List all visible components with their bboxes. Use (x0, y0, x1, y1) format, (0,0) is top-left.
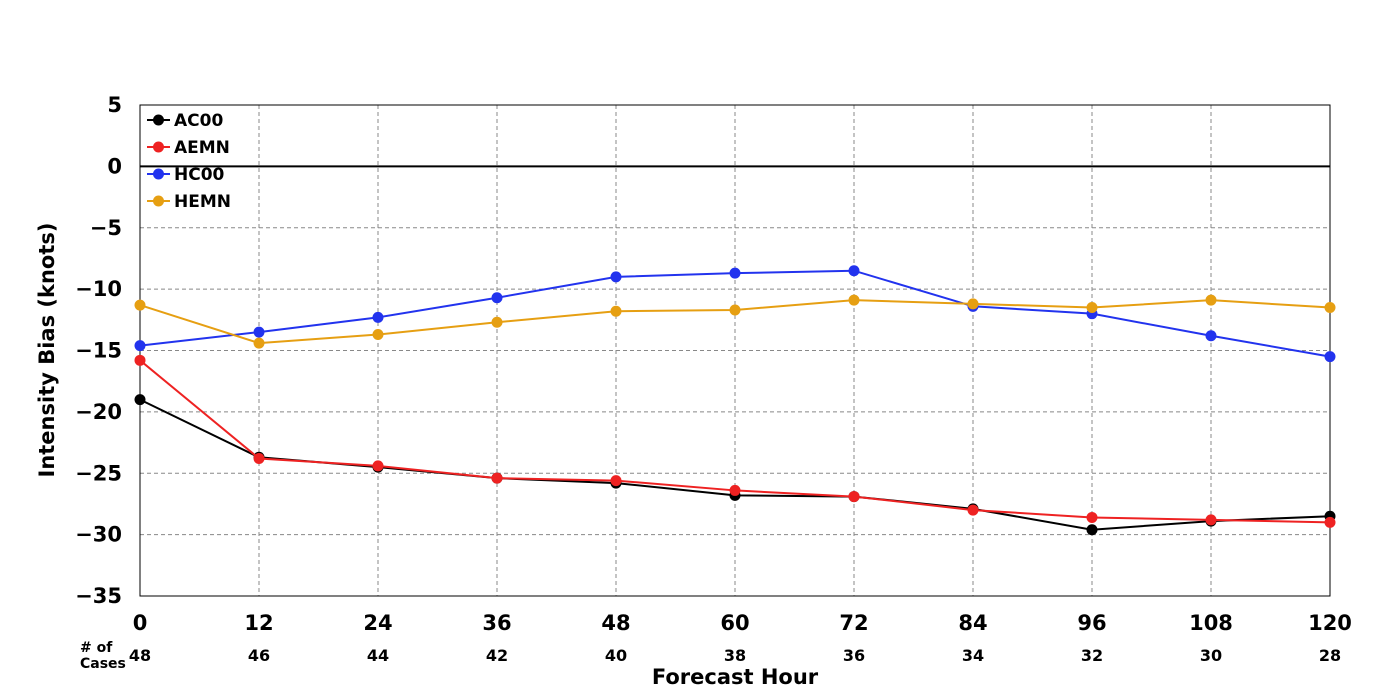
legend-item-hemn: HEMN (147, 192, 231, 212)
data-point-aemn-4 (610, 475, 622, 487)
data-point-hc00-1 (253, 326, 265, 338)
cases-label-line-2: Cases (80, 656, 126, 672)
legend-label-ac00: AC00 (174, 111, 223, 131)
x-tick-label-2: 24 (363, 611, 392, 635)
legend-label-hc00: HC00 (174, 165, 225, 185)
legend-label-hemn: HEMN (174, 192, 231, 212)
x-tick-label-0: 0 (133, 611, 148, 635)
case-count-0: 48 (129, 646, 151, 665)
data-point-aemn-6 (848, 491, 860, 503)
x-tick-labels: 0 12 24 36 48 60 72 84 96 108 120 (133, 611, 1352, 635)
case-count-5: 38 (724, 646, 746, 665)
case-counts: 48 46 44 42 40 38 36 34 32 30 28 (129, 646, 1341, 665)
data-point-hemn-2 (372, 329, 384, 341)
series-layer (134, 265, 1336, 536)
series-hemn (134, 294, 1336, 349)
case-count-9: 30 (1200, 646, 1222, 665)
data-point-hc00-6 (848, 265, 860, 277)
y-axis-title: Intensity Bias (knots) (35, 223, 59, 478)
x-tick-label-8: 96 (1077, 611, 1106, 635)
grid-lines (139, 104, 1331, 597)
series-aemn (134, 354, 1336, 528)
y-tick-label-8: −5 (90, 216, 122, 240)
data-point-aemn-2 (372, 460, 384, 472)
data-point-hemn-9 (1205, 294, 1217, 306)
data-point-aemn-5 (729, 484, 741, 496)
data-point-hc00-0 (134, 340, 146, 352)
legend-item-hc00: HC00 (147, 165, 225, 185)
legend-item-ac00: AC00 (147, 111, 223, 131)
x-axis-title: Forecast Hour (652, 665, 819, 689)
y-tick-label-7: −10 (75, 277, 122, 301)
data-point-aemn-8 (1086, 511, 1098, 523)
data-point-hemn-10 (1324, 302, 1336, 314)
y-tick-labels: 5 0 −35 −30 −25 −20 −15 −10 −5 (75, 93, 122, 608)
case-count-3: 42 (486, 646, 508, 665)
case-count-10: 28 (1319, 646, 1341, 665)
data-point-hemn-7 (967, 298, 979, 310)
y-tick-label-0: 5 (107, 93, 122, 117)
data-point-aemn-3 (491, 472, 503, 484)
y-tick-label-3: −30 (75, 523, 122, 547)
y-tick-label-5: −20 (75, 400, 122, 424)
x-tick-label-7: 84 (958, 611, 987, 635)
y-tick-label-4: −25 (75, 461, 122, 485)
y-tick-label-1: 0 (107, 154, 122, 178)
data-point-hemn-1 (253, 337, 265, 349)
data-point-hc00-10 (1324, 351, 1336, 363)
legend-marker-aemn (153, 141, 164, 153)
case-count-1: 46 (248, 646, 270, 665)
x-tick-label-6: 72 (839, 611, 868, 635)
data-point-ac00-0 (134, 394, 146, 406)
data-point-aemn-7 (967, 504, 979, 516)
legend-marker-hemn (153, 195, 164, 207)
data-point-hemn-4 (610, 305, 622, 317)
case-count-8: 32 (1081, 646, 1103, 665)
data-point-hc00-4 (610, 271, 622, 283)
x-tick-label-10: 120 (1308, 611, 1352, 635)
series-hc00 (134, 265, 1336, 363)
data-point-hemn-8 (1086, 302, 1098, 314)
legend-marker-hc00 (153, 168, 164, 180)
x-tick-label-5: 60 (720, 611, 749, 635)
x-tick-label-9: 108 (1189, 611, 1233, 635)
y-tick-label-2: −35 (75, 584, 122, 608)
case-count-4: 40 (605, 646, 627, 665)
legend-label-aemn: AEMN (174, 138, 230, 158)
data-point-aemn-1 (253, 453, 265, 465)
x-tick-label-4: 48 (601, 611, 630, 635)
data-point-hemn-0 (134, 299, 146, 311)
cases-label-line-1: # of (80, 640, 113, 656)
data-point-aemn-10 (1324, 516, 1336, 528)
case-count-2: 44 (367, 646, 389, 665)
data-point-ac00-8 (1086, 524, 1098, 536)
data-point-hc00-3 (491, 292, 503, 304)
data-point-hc00-9 (1205, 330, 1217, 342)
x-tick-label-3: 36 (482, 611, 511, 635)
legend-marker-ac00 (153, 114, 164, 126)
data-point-hemn-5 (729, 304, 741, 316)
data-point-hc00-5 (729, 267, 741, 279)
y-tick-label-6: −15 (75, 339, 122, 363)
data-point-aemn-0 (134, 354, 146, 366)
data-point-hc00-2 (372, 311, 384, 323)
legend-item-aemn: AEMN (147, 138, 230, 158)
case-count-6: 36 (843, 646, 865, 665)
legend: AC00 AEMN HC00 HEMN (147, 111, 231, 212)
x-tick-label-1: 12 (244, 611, 273, 635)
data-point-hemn-3 (491, 316, 503, 328)
data-point-hemn-6 (848, 294, 860, 306)
data-point-aemn-9 (1205, 514, 1217, 526)
case-count-7: 34 (962, 646, 984, 665)
